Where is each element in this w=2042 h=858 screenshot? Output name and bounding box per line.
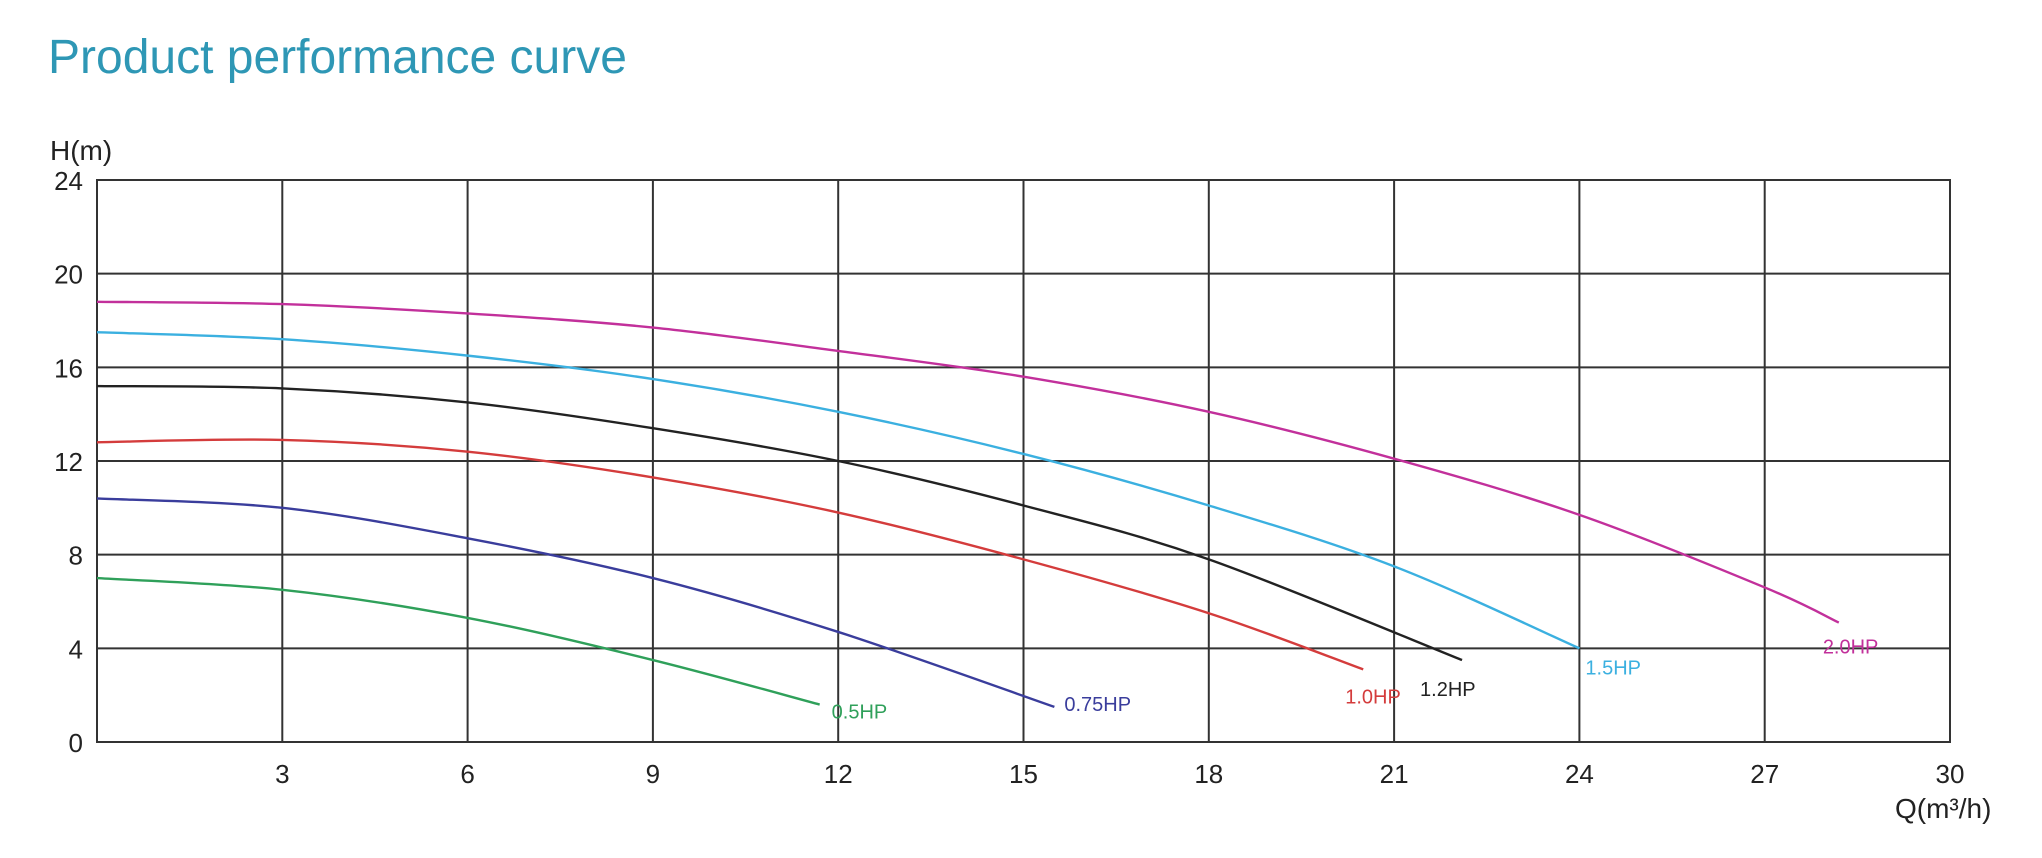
x-tick-label: 9 — [646, 759, 660, 789]
x-tick-label: 27 — [1750, 759, 1779, 789]
ticks-layer: 3 6 9 12 15 18 21 24 27 30 0 4 8 12 16 20 24 — [54, 166, 1964, 789]
series-label-1-5hp: 1.5HP — [1585, 657, 1641, 679]
series-label-1-0hp: 1.0HP — [1345, 686, 1401, 708]
x-tick-label: 12 — [824, 759, 853, 789]
series-label-0-75hp: 0.75HP — [1064, 694, 1131, 716]
x-tick-label: 6 — [460, 759, 474, 789]
series-line-1-2hp — [96, 384, 1463, 662]
x-tick-label: 15 — [1009, 759, 1038, 789]
page-title: Product performance curve — [48, 31, 627, 84]
y-tick-label: 16 — [54, 353, 83, 383]
series-line-2-0hp — [96, 300, 1840, 624]
y-tick-label: 12 — [54, 447, 83, 477]
y-axis-label: H(m) — [50, 135, 112, 166]
y-tick-label: 8 — [69, 541, 83, 571]
x-tick-label: 21 — [1380, 759, 1409, 789]
series-labels-layer: 0.5HP 0.75HP 1.0HP 1.2HP 1.5HP 2.0HP — [832, 637, 1879, 724]
x-axis-label: Q(m³/h) — [1895, 793, 1991, 824]
grid-layer — [96, 179, 1951, 743]
x-tick-label: 24 — [1565, 759, 1594, 789]
y-tick-label: 4 — [69, 634, 83, 664]
x-tick-label: 30 — [1936, 759, 1965, 789]
series-line-1-0hp — [96, 438, 1364, 671]
y-tick-label: 24 — [54, 166, 83, 196]
series-line-1-5hp — [96, 331, 1580, 650]
series-layer — [96, 300, 1840, 709]
y-tick-label: 0 — [69, 728, 83, 758]
series-label-0-5hp: 0.5HP — [832, 702, 888, 724]
x-tick-label: 18 — [1194, 759, 1223, 789]
series-label-1-2hp: 1.2HP — [1420, 679, 1476, 701]
series-line-0-5hp — [96, 576, 820, 706]
series-line-0-75hp — [96, 497, 1055, 709]
y-tick-label: 20 — [54, 260, 83, 290]
series-label-2-0hp: 2.0HP — [1823, 637, 1879, 659]
x-tick-label: 3 — [275, 759, 289, 789]
